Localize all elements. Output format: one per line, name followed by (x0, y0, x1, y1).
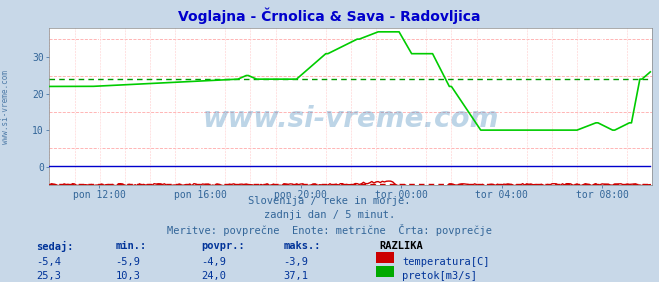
Text: Meritve: povprečne  Enote: metrične  Črta: povprečje: Meritve: povprečne Enote: metrične Črta:… (167, 224, 492, 236)
Text: www.si-vreme.com: www.si-vreme.com (1, 70, 10, 144)
Text: Slovenija / reke in morje.: Slovenija / reke in morje. (248, 196, 411, 206)
Text: 37,1: 37,1 (283, 271, 308, 281)
Text: www.si-vreme.com: www.si-vreme.com (203, 105, 499, 133)
Text: -4,9: -4,9 (201, 257, 226, 267)
Text: 24,0: 24,0 (201, 271, 226, 281)
Text: 10,3: 10,3 (115, 271, 140, 281)
Text: RAZLIKA: RAZLIKA (379, 241, 422, 251)
Text: zadnji dan / 5 minut.: zadnji dan / 5 minut. (264, 210, 395, 220)
Text: pretok[m3/s]: pretok[m3/s] (402, 271, 477, 281)
Text: maks.:: maks.: (283, 241, 321, 251)
Text: temperatura[C]: temperatura[C] (402, 257, 490, 267)
Text: povpr.:: povpr.: (201, 241, 244, 251)
Text: -3,9: -3,9 (283, 257, 308, 267)
Text: Voglajna - Črnolica & Sava - Radovljica: Voglajna - Črnolica & Sava - Radovljica (178, 7, 481, 24)
Text: 25,3: 25,3 (36, 271, 61, 281)
Text: -5,9: -5,9 (115, 257, 140, 267)
Text: min.:: min.: (115, 241, 146, 251)
Text: sedaj:: sedaj: (36, 241, 74, 252)
Text: -5,4: -5,4 (36, 257, 61, 267)
